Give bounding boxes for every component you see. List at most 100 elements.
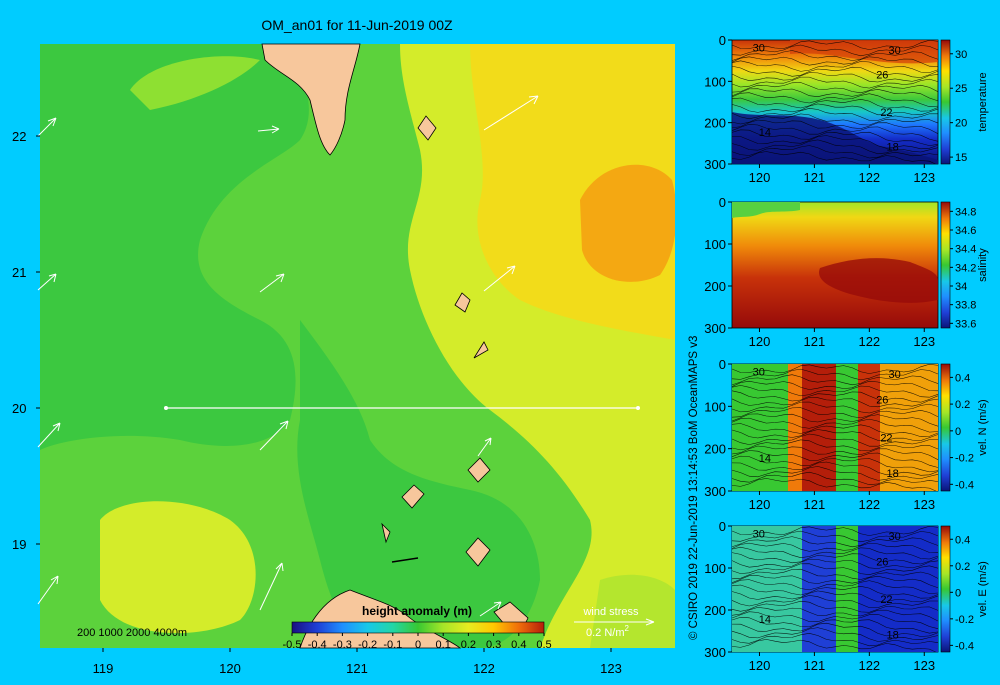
contour-line	[732, 526, 938, 536]
section-overlays: 30 30 26 22 18 14 30 30 26 22 18 14 30 30 26 22 18 14	[732, 40, 938, 652]
contour-line	[732, 401, 938, 414]
svg-text:123: 123	[600, 661, 622, 676]
contour-label: 26	[876, 556, 888, 568]
contour-label: 14	[759, 127, 771, 139]
vn-band	[858, 364, 880, 491]
contour-line	[732, 76, 938, 89]
depth-tick-label: 300	[704, 484, 726, 499]
contour-line	[732, 445, 938, 460]
contour-line	[732, 471, 938, 485]
velocity-north-panel	[731, 363, 939, 492]
contour-line	[732, 413, 938, 427]
land-features	[261, 43, 529, 649]
contour-line	[732, 417, 938, 433]
contour-label: 30	[753, 529, 765, 541]
colorbar-tick-label: 0	[955, 426, 961, 438]
contour-line	[732, 568, 938, 580]
contour-line	[732, 113, 938, 126]
svg-text:22: 22	[12, 129, 26, 144]
contour-line	[732, 558, 938, 569]
temperature-warm-region	[790, 40, 938, 64]
contour-line	[732, 633, 938, 647]
colorbar-tick-label: -0.2	[955, 614, 974, 626]
land-islet	[391, 557, 419, 563]
svg-text:122: 122	[473, 661, 495, 676]
wind-stress-vectors	[37, 95, 539, 617]
svg-text:20: 20	[12, 401, 26, 416]
colorbar-tick-label: 30	[955, 49, 967, 61]
contour-line	[732, 617, 938, 634]
contour-line	[732, 56, 938, 67]
contour-line	[732, 397, 938, 408]
contour-label: 14	[759, 453, 771, 465]
temperature-panel	[731, 39, 939, 165]
contour-label: 18	[887, 468, 899, 480]
colorbar-tick-label: 0.2	[955, 399, 970, 411]
wind-vector	[479, 601, 502, 617]
y-tick: 20	[12, 401, 40, 416]
contour-line	[732, 44, 938, 57]
depth-note: 200 1000 2000 4000m	[77, 627, 187, 639]
contour-line	[732, 433, 938, 447]
colorbar-tick-label: -0.4	[955, 479, 974, 491]
x-tick: 119	[93, 648, 114, 676]
depth-tick-label: 300	[704, 645, 726, 660]
depth-tick-label: 100	[704, 399, 726, 414]
contour-line	[732, 92, 938, 107]
land-island-5	[401, 484, 425, 509]
contour-line	[732, 124, 938, 142]
colorbar-tick-label: 34.8	[955, 206, 976, 218]
colorbar-tick-label: 0.4	[955, 372, 970, 384]
ve-band	[802, 526, 836, 652]
vn-band	[880, 364, 938, 491]
height-colorbar-label: height anomaly (m)	[362, 604, 472, 618]
svg-text:119: 119	[93, 661, 114, 676]
vn-band	[802, 364, 836, 491]
contour-region-orange-max	[580, 164, 675, 282]
contour-line	[732, 542, 938, 553]
contour-label: 14	[759, 614, 771, 626]
salinity-max-region	[819, 258, 938, 303]
y-tick: 21	[12, 265, 40, 280]
section-colorbar	[940, 363, 951, 492]
map-y-ticks: 22 21 20 19	[12, 129, 40, 552]
vn-band	[788, 364, 802, 491]
land-island-2	[454, 292, 471, 313]
wind-vector	[259, 562, 284, 611]
contour-label: 22	[880, 594, 892, 606]
land-island-7	[381, 522, 391, 544]
colorbar-tick-label: 33.8	[955, 300, 976, 312]
wind-reference-value: 0.2 N/m2	[586, 624, 630, 639]
contour-line	[732, 40, 938, 50]
contour-line	[732, 108, 938, 121]
contour-line	[732, 423, 938, 437]
contour-line	[732, 60, 938, 73]
colorbar-tick-label: 25	[955, 83, 967, 95]
y-tick: 22	[12, 129, 40, 144]
section-contours: 30 30 26 22 18 14	[732, 526, 938, 652]
depth-tick-label: 300	[704, 321, 726, 336]
colorbar-tick-label: 34.6	[955, 225, 976, 237]
wind-vector	[259, 273, 285, 293]
y-tick: 19	[12, 537, 40, 552]
contour-region-dark-green-central	[297, 320, 540, 648]
height-colorbar-tick-label: 0	[415, 639, 421, 651]
contour-region-light-green-strip	[130, 56, 260, 110]
lon-tick-label: 120	[749, 658, 771, 673]
depth-tick-label: 200	[704, 279, 726, 294]
contour-line	[732, 50, 938, 61]
svg-text:121: 121	[346, 661, 368, 676]
colorbar-tick-label: 20	[955, 118, 967, 130]
contour-line	[732, 385, 938, 398]
wind-vector	[259, 420, 289, 451]
wind-vector	[257, 125, 280, 134]
section-colorbar	[940, 525, 951, 653]
colorbar-tick-label: 33.6	[955, 318, 976, 330]
contour-line	[732, 151, 937, 164]
x-tick: 122	[473, 648, 495, 676]
land-taiwan	[261, 43, 361, 156]
contour-line	[732, 600, 938, 613]
lon-tick-label: 122	[858, 658, 880, 673]
depth-tick-label: 0	[719, 357, 726, 372]
